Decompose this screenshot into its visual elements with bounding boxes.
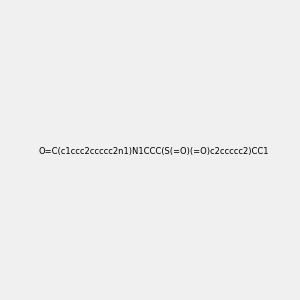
Text: O=C(c1ccc2ccccc2n1)N1CCC(S(=O)(=O)c2ccccc2)CC1: O=C(c1ccc2ccccc2n1)N1CCC(S(=O)(=O)c2cccc… <box>38 147 269 156</box>
